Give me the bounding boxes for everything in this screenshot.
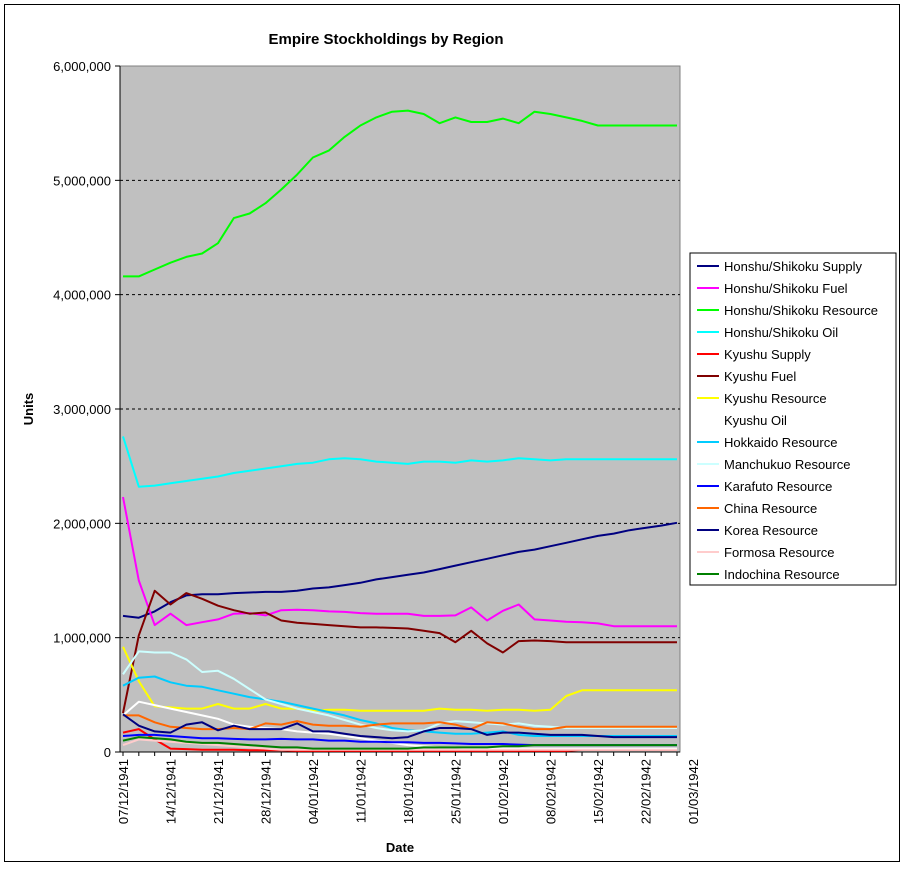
series-line xyxy=(122,436,677,488)
legend-label: Honshu/Shikoku Fuel xyxy=(724,281,848,296)
series-line xyxy=(122,738,677,751)
x-tick-label: 14/12/1941 xyxy=(163,759,178,824)
x-axis: 07/12/1941 14/12/1941 21/12/1941 28/12/1941… xyxy=(116,751,701,824)
y-tick-label: 4,000,000 xyxy=(53,288,111,303)
series-line xyxy=(122,496,677,628)
x-tick-label: 04/01/1942 xyxy=(306,759,321,824)
chart-title: Empire Stockholdings by Region xyxy=(268,31,503,48)
y-tick-label: 6,000,000 xyxy=(53,59,111,74)
y-tick-label: 5,000,000 xyxy=(53,173,111,188)
plot-area xyxy=(119,65,681,753)
series-line xyxy=(122,713,677,740)
y-tick-label: 3,000,000 xyxy=(53,402,111,417)
legend-label: Kyushu Resource xyxy=(724,391,827,406)
legend-label: Kyushu Fuel xyxy=(724,369,796,384)
series-line xyxy=(122,736,677,750)
legend-label: Korea Resource xyxy=(724,523,818,538)
y-tick-label: 1,000,000 xyxy=(53,631,111,646)
legend: Honshu/Shikoku Supply Honshu/Shikoku Fuel… xyxy=(689,252,897,586)
series-line xyxy=(122,589,677,714)
x-tick-label: 11/01/1942 xyxy=(353,759,368,823)
series-line xyxy=(123,109,677,278)
legend-label: Indochina Resource xyxy=(724,567,840,582)
y-tick-label: 2,000,000 xyxy=(53,516,111,531)
x-tick-label: 25/01/1942 xyxy=(448,759,463,824)
x-tick-label: 22/02/1942 xyxy=(638,759,653,824)
legend-label: Kyushu Oil xyxy=(724,413,787,428)
x-tick-label: 01/03/1942 xyxy=(686,759,701,824)
legend-label: Kyushu Supply xyxy=(724,347,811,362)
y-axis: 0 1,000,000 2,000,000 3,000,000 4,000,000 5,0… xyxy=(53,59,121,760)
legend-label: Manchukuo Resource xyxy=(724,457,850,472)
x-tick-label: 28/12/1941 xyxy=(258,759,273,824)
x-tick-label: 07/12/1941 xyxy=(116,759,131,824)
y-axis-label: Units xyxy=(21,393,36,426)
series-lines xyxy=(122,109,678,752)
legend-label: Formosa Resource xyxy=(724,545,835,560)
legend-label: Honshu/Shikoku Supply xyxy=(724,259,863,274)
legend-label: Honshu/Shikoku Resource xyxy=(724,303,878,318)
legend-label: China Resource xyxy=(724,501,817,516)
x-tick-label: 08/02/1942 xyxy=(543,759,558,824)
x-tick-label: 21/12/1941 xyxy=(211,759,226,824)
legend-box xyxy=(689,252,897,586)
series-line xyxy=(122,700,677,750)
series-line xyxy=(122,650,677,733)
series-line xyxy=(122,646,677,712)
x-tick-label: 01/02/1942 xyxy=(496,759,511,824)
legend-label: Hokkaido Resource xyxy=(724,435,837,450)
legend-label: Karafuto Resource xyxy=(724,479,832,494)
x-tick-label: 18/01/1942 xyxy=(401,759,416,824)
x-axis-label: Date xyxy=(386,840,414,855)
series-line xyxy=(122,521,678,619)
x-tick-label: 15/02/1942 xyxy=(591,759,606,824)
legend-label: Honshu/Shikoku Oil xyxy=(724,325,838,340)
y-tick-label: 0 xyxy=(104,745,111,760)
